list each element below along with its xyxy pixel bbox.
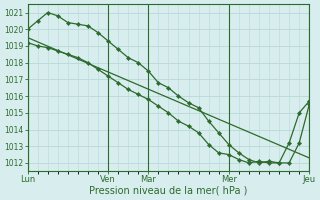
X-axis label: Pression niveau de la mer( hPa ): Pression niveau de la mer( hPa ) [89,186,248,196]
